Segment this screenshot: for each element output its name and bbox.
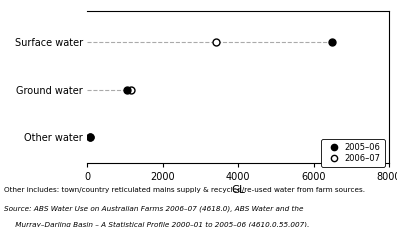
X-axis label: GL: GL <box>231 185 245 195</box>
Legend: 2005–06, 2006–07: 2005–06, 2006–07 <box>322 139 385 167</box>
Text: Source: ABS Water Use on Australian Farms 2006–07 (4618.0), ABS Water and the: Source: ABS Water Use on Australian Farm… <box>4 205 303 212</box>
Text: Murray–Darling Basin – A Statistical Profile 2000–01 to 2005–06 (4610.0.55.007).: Murray–Darling Basin – A Statistical Pro… <box>4 221 309 227</box>
Text: Other includes: town/country reticulated mains supply & recycled/re-used water f: Other includes: town/country reticulated… <box>4 187 365 193</box>
